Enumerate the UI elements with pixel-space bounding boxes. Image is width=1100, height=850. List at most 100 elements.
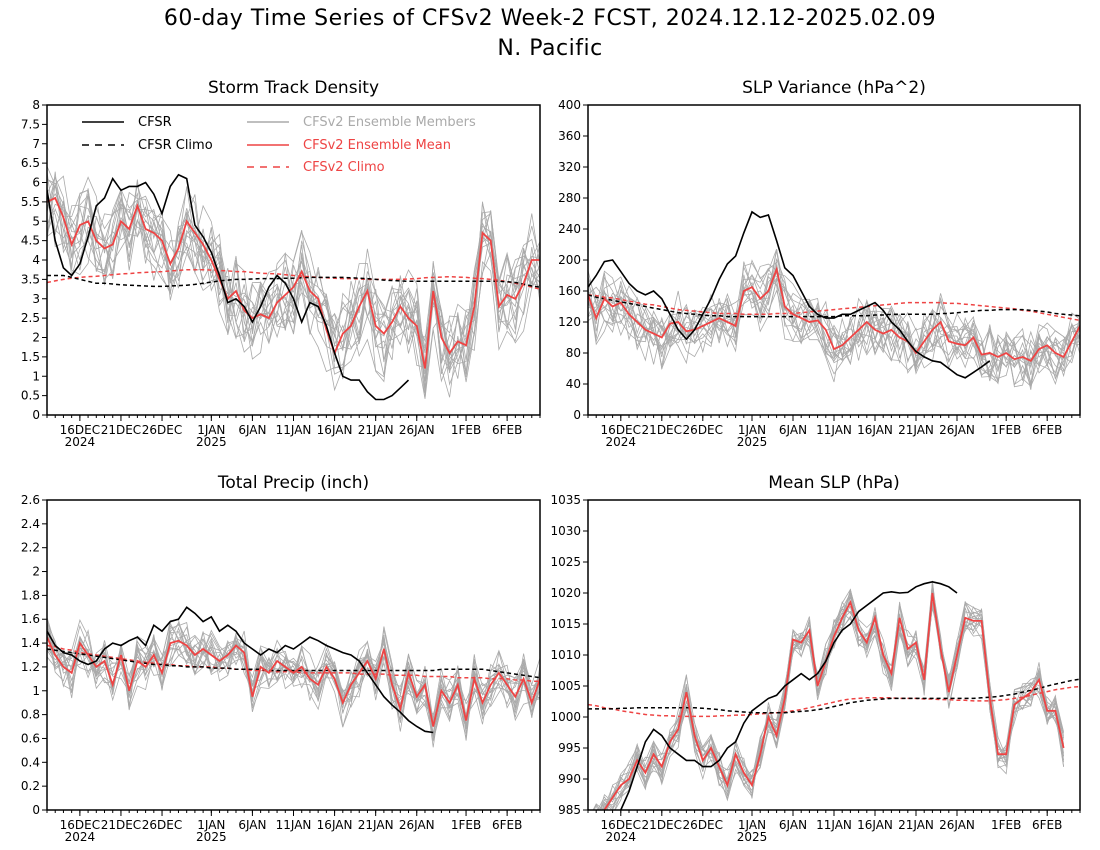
panel-2: SLP Variance (hPa^2) 0 40 80 120 160 200 240 280… [558,78,1081,449]
x-tick-year: 2025 [196,830,227,844]
y-tick-label: 3 [32,292,40,306]
y-tick-label: 80 [566,346,581,360]
x-tick-label: 16DEC [60,818,100,832]
x-tick-label: 11JAN [276,423,312,437]
y-axis: 0 0.5 1 1.5 2 2.5 3 3.5 4 4.5 5 5.5 6 6.5 7 7.5 8 [21,98,47,422]
y-tick-label: 400 [558,98,581,112]
x-tick-label: 26JAN [939,818,975,832]
y-tick-label: 1 [32,684,40,698]
x-tick-label: 21DEC [642,818,682,832]
y-tick-label: 320 [558,160,581,174]
panel-frame [46,104,541,416]
x-tick-year: 2024 [65,830,96,844]
x-tick-label: 21JAN [898,423,934,437]
ensemble-member-line [588,270,1080,370]
ensemble-member-line [47,185,540,398]
y-tick-label: 2.4 [21,517,40,531]
y-tick-label: 985 [558,803,581,817]
x-tick-year: 2025 [196,435,227,449]
x-tick-label: 6JAN [238,818,266,832]
y-tick-label: 7 [32,137,40,151]
ensemble-members [47,616,540,748]
x-tick-label: 26DEC [683,818,723,832]
y-tick-label: 5 [32,214,40,228]
ensemble-member-line [47,176,540,375]
cfsr-line [619,580,958,810]
x-tick-label: 11JAN [276,818,312,832]
y-tick-label: 1020 [550,586,581,600]
x-tick-label: 26JAN [399,423,435,437]
ensemble-member-line [47,622,540,737]
y-tick-label: 240 [558,222,581,236]
x-tick-label: 11JAN [816,423,852,437]
y-tick-label: 1025 [550,555,581,569]
x-tick-label: 16JAN [317,818,353,832]
ensemble-mean-line [588,266,1080,362]
legend-label: CFSv2 Ensemble Mean [303,138,451,153]
y-tick-label: 1 [32,369,40,383]
x-tick-label: 16JAN [317,423,353,437]
x-tick-label: 26JAN [399,818,435,832]
x-tick-year: 2024 [606,435,637,449]
y-axis: 0 0.2 0.4 0.6 0.8 1 1.2 1.4 1.6 1.8 2 2.2 2.4 2.6 [21,493,47,817]
plot-area [47,166,540,401]
ensemble-member-line [588,249,1080,385]
panel-1: Storm Track Density 0 0.5 1 1.5 2 2.5 3 3.5 4 4.5 5… [21,78,541,449]
x-tick-label: 21JAN [358,818,394,832]
y-tick-label: 360 [558,129,581,143]
cfsr-line [47,173,410,401]
x-tick-label: 21JAN [898,818,934,832]
panel-4: Mean SLP (hPa) 985 990 995 1000 1005 1010 1015 1… [550,473,1081,844]
x-tick-label: 26DEC [142,423,182,437]
cfsr-climo-line [47,648,540,679]
x-tick-year: 2024 [606,830,637,844]
y-tick-label: 2 [32,565,40,579]
legend-label: CFSR [138,115,172,130]
y-tick-label: 1.6 [21,612,40,626]
x-tick-label: 1FEB [991,423,1021,437]
x-tick-label: 16DEC [601,818,641,832]
y-tick-label: 6.5 [21,156,40,170]
x-tick-label: 21DEC [101,423,141,437]
y-tick-label: 0.4 [21,755,40,769]
x-tick-label: 21DEC [101,818,141,832]
y-tick-label: 5.5 [21,195,40,209]
x-tick-label: 6JAN [779,423,807,437]
x-tick-label: 1JAN [738,423,766,437]
y-tick-label: 0.8 [21,708,40,722]
ensemble-mean-line [47,196,540,369]
y-tick-label: 0 [32,408,40,422]
ensemble-member-line [588,273,1080,383]
x-tick-year: 2025 [737,830,768,844]
ensemble-member-line [588,264,1080,387]
y-tick-label: 1.8 [21,588,40,602]
x-tick-year: 2024 [65,435,96,449]
y-tick-label: 1.4 [21,636,40,650]
x-tick-label: 1FEB [451,423,481,437]
y-tick-label: 40 [566,377,581,391]
x-tick-label: 6FEB [492,423,522,437]
y-tick-label: 2.5 [21,311,40,325]
ensemble-member-line [47,178,540,399]
x-tick-year: 2025 [737,435,768,449]
y-tick-label: 8 [32,98,40,112]
panel-3: Total Precip (inch) 0 0.2 0.4 0.6 0.8 1 1.2 1.4 1… [21,473,541,844]
cfsr-climo-line [588,294,1080,318]
y-tick-label: 0.2 [21,779,40,793]
y-tick-label: 4 [32,253,40,267]
main-subtitle: N. Pacific [497,36,603,61]
y-tick-label: 1000 [550,710,581,724]
x-tick-label: 21JAN [358,423,394,437]
y-tick-label: 990 [558,772,581,786]
ensemble-members [588,248,1080,390]
y-tick-label: 120 [558,315,581,329]
x-tick-label: 21DEC [642,423,682,437]
y-tick-label: 1010 [550,648,581,662]
ensemble-member-line [597,583,1064,810]
x-tick-label: 6FEB [1032,818,1062,832]
ensemble-member-line [47,166,540,391]
y-tick-label: 4.5 [21,234,40,248]
plot-area [588,210,1080,390]
